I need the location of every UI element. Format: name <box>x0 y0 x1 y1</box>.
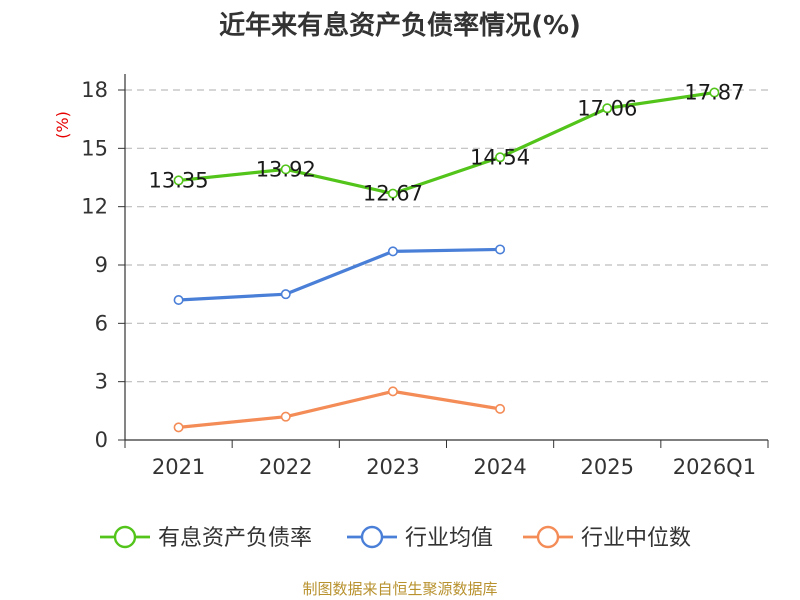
data-point <box>495 152 506 163</box>
x-tick-label: 2026Q1 <box>673 455 756 479</box>
data-point <box>280 164 291 175</box>
series-2 <box>173 386 506 433</box>
legend-marker <box>360 525 384 549</box>
source-note: 制图数据来自恒生聚源数据库 <box>302 580 497 598</box>
gridlines <box>125 89 768 383</box>
data-point <box>280 411 291 422</box>
x-tick-label: 2022 <box>259 455 312 479</box>
series-0: 13.35 13.92 12.67 14.54 17.06 17.87 <box>149 81 745 206</box>
x-tick-label: 2023 <box>366 455 419 479</box>
data-label: 17.06 <box>577 96 637 120</box>
data-label: 13.92 <box>256 157 316 181</box>
data-point <box>173 422 184 433</box>
series-line <box>176 90 717 196</box>
data-label: 13.35 <box>149 168 209 192</box>
chart-title: 近年来有息资产负债率情况(%) <box>219 10 581 41</box>
series-line <box>176 389 502 429</box>
legend-label: 行业中位数 <box>581 526 691 551</box>
legend-item-2: 行业中位数 <box>523 525 691 551</box>
data-point <box>173 175 184 186</box>
legend-marker <box>536 525 560 549</box>
y-tick-label: 6 <box>95 311 108 335</box>
data-point <box>173 294 184 305</box>
legend-label: 行业均值 <box>405 526 493 551</box>
series-group: 13.35 13.92 12.67 14.54 17.06 17.87 <box>149 81 745 433</box>
legend-item-0: 有息资产负债率 <box>100 525 312 551</box>
data-label: 17.87 <box>684 81 744 105</box>
y-axis-label: (%) <box>53 111 72 139</box>
x-tick-label: 2021 <box>152 455 205 479</box>
data-label: 14.54 <box>470 145 530 169</box>
data-point <box>387 246 398 257</box>
axes: 0 3 6 9 12 15 18 2021 2022 2023 2024 2025 2026Q1 <box>81 74 769 479</box>
data-point <box>495 403 506 414</box>
legend-item-1: 行业均值 <box>347 525 493 551</box>
data-point <box>495 244 506 255</box>
data-point <box>387 386 398 397</box>
data-point <box>280 289 291 300</box>
legend-marker <box>113 525 137 549</box>
y-tick-label: 15 <box>81 136 108 160</box>
y-tick-label: 0 <box>95 428 108 452</box>
legend: 有息资产负债率 行业均值 行业中位数 <box>100 525 691 551</box>
y-tick-label: 18 <box>81 78 108 102</box>
y-tick-label: 9 <box>95 253 108 277</box>
data-point <box>387 188 398 199</box>
x-tick-label: 2024 <box>473 455 526 479</box>
data-label: 12.67 <box>363 182 423 206</box>
series-1 <box>173 244 506 305</box>
legend-label: 有息资产负债率 <box>158 526 312 551</box>
data-point <box>709 87 720 98</box>
y-tick-label: 3 <box>95 370 108 394</box>
x-tick-label: 2025 <box>581 455 634 479</box>
y-tick-label: 12 <box>81 195 108 219</box>
series-line <box>176 247 502 302</box>
data-point <box>602 103 613 114</box>
